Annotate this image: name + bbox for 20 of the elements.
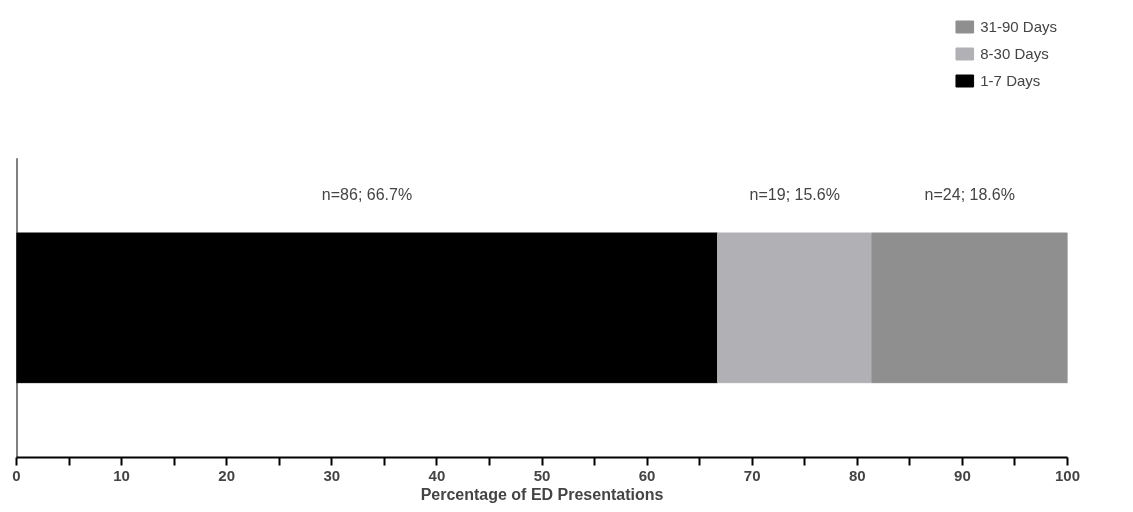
x-tick-label: 90	[954, 466, 971, 484]
bar	[717, 232, 873, 384]
x-tick-label: 40	[428, 466, 446, 484]
x-tick-label: 60	[638, 466, 656, 484]
annotation: n=24; 18.6%	[924, 186, 1015, 204]
x-tick-label: 50	[533, 466, 551, 484]
x-tick-label: 10	[113, 466, 130, 484]
x-tick-label: 70	[743, 466, 761, 484]
x-tick-label: 30	[323, 466, 341, 484]
x-axis-title: Percentage of ED Presentations	[420, 485, 664, 503]
legend-label: 8-30 Days	[980, 45, 1049, 62]
legend-label: 31-90 Days	[980, 18, 1057, 35]
bar	[871, 232, 1068, 384]
x-tick-label: 20	[218, 466, 236, 484]
x-tick-label: 80	[848, 466, 866, 484]
annotation: n=86; 66.7%	[321, 186, 413, 204]
x-tick-label: 100	[1054, 466, 1081, 484]
annotation: n=19; 15.6%	[749, 186, 840, 204]
x-tick-label: 0	[12, 466, 21, 484]
legend-label: 1-7 Days	[980, 72, 1041, 89]
